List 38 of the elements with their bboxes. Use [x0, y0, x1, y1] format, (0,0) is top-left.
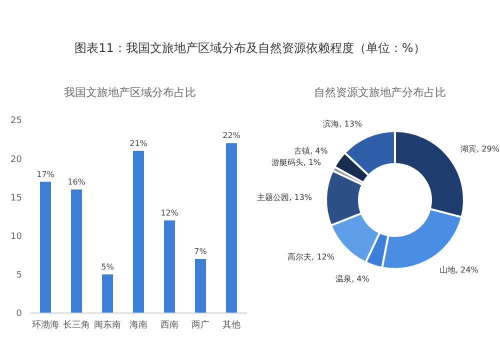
slice-label: 游艇码头, 1% — [271, 158, 322, 167]
y-tick-label: 25 — [10, 116, 22, 126]
slice-label: 滨海, 13% — [323, 119, 362, 128]
bar — [226, 143, 237, 313]
bar — [195, 258, 206, 313]
slice-label: 古镇, 4% — [294, 146, 328, 156]
x-tick-label: 其他 — [222, 319, 240, 330]
data-label: 16% — [68, 177, 86, 186]
y-tick-label: 20 — [10, 154, 22, 165]
chart-title: 自然资源文旅地产分布占比 — [313, 85, 447, 100]
slice-label: 山地, 24% — [439, 266, 479, 275]
bar — [71, 189, 82, 313]
data-label: 12% — [160, 208, 179, 218]
x-tick-label: 西南 — [160, 319, 178, 330]
x-tick-label: 闽东南 — [94, 319, 121, 330]
y-tick-label: 5 — [16, 270, 22, 281]
data-label: 22% — [222, 131, 241, 140]
bar — [40, 182, 51, 313]
chart-title: 图表11：我国文旅地产区域分布及自然资源依赖程度（单位：%） — [74, 40, 426, 57]
data-label: 21% — [130, 138, 148, 148]
x-tick-label: 环渤海 — [32, 319, 59, 330]
data-label: 17% — [36, 170, 55, 179]
slice-label: 高尔夫, 12% — [288, 252, 335, 262]
data-label: 5% — [101, 262, 114, 272]
bar — [102, 274, 113, 313]
chart-subtitle: 我国文旅地产区域分布占比 — [63, 85, 197, 100]
slice-label: 主题公园, 13% — [257, 192, 312, 202]
x-tick-label: 长三角 — [63, 319, 90, 330]
slice-label: 温泉, 4% — [336, 274, 370, 284]
y-tick-label: 10 — [10, 232, 22, 242]
data-label: 7% — [194, 246, 208, 256]
y-tick-label: 15 — [10, 193, 22, 204]
x-tick-label: 海南 — [130, 319, 148, 330]
x-tick-label: 两广 — [192, 319, 210, 330]
bar — [133, 150, 144, 313]
slice-label: 湖宾, 29% — [460, 144, 500, 154]
y-tick-label: 0 — [16, 309, 22, 320]
bar — [164, 220, 175, 313]
